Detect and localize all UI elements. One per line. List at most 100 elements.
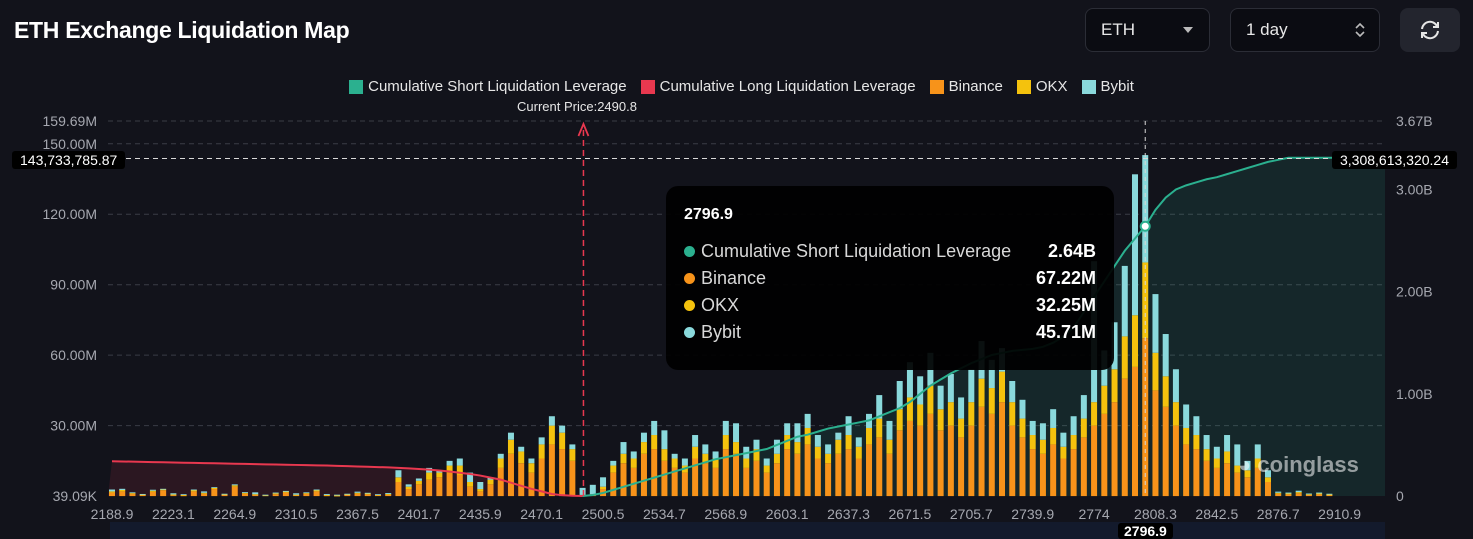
- binance-bar: [119, 491, 126, 497]
- binance-bar: [886, 453, 893, 497]
- okx-bar: [630, 458, 637, 468]
- bybit-bar: [1305, 493, 1312, 495]
- legend-label: Cumulative Short Liquidation Leverage: [368, 78, 627, 95]
- bybit-bar: [344, 493, 351, 495]
- binance-bar: [1152, 390, 1159, 497]
- binance-bar: [1080, 437, 1087, 497]
- okx-bar: [344, 494, 351, 496]
- page-title: ETH Exchange Liquidation Map: [14, 17, 350, 43]
- bybit-bar: [722, 420, 729, 436]
- x-tick-label: 2671.5: [889, 506, 932, 522]
- binance-bar: [528, 472, 535, 497]
- okx-bar: [385, 493, 392, 495]
- bybit-bar: [640, 432, 647, 443]
- binance-bar: [835, 453, 842, 497]
- y-left-tick-label: 159.69M: [43, 113, 97, 129]
- bybit-bar: [446, 460, 453, 466]
- okx-bar: [866, 427, 873, 445]
- okx-bar: [1326, 494, 1333, 496]
- bybit-bar: [313, 489, 320, 491]
- okx-bar: [1070, 435, 1077, 450]
- bybit-bar: [814, 435, 821, 447]
- arrow-up-icon: [577, 121, 590, 137]
- okx-bar: [753, 449, 760, 461]
- bybit-bar: [221, 493, 228, 495]
- binance-bar: [1070, 449, 1077, 497]
- legend-item[interactable]: OKX: [1016, 78, 1068, 95]
- okx-bar: [1244, 470, 1251, 478]
- bybit-bar: [1254, 444, 1261, 459]
- bybit-bar: [211, 487, 218, 488]
- x-tick-label: 2739.9: [1011, 506, 1054, 522]
- tooltip-row: Binance 67.22M: [684, 265, 1096, 292]
- okx-bar: [201, 492, 208, 494]
- bybit-bar: [1132, 174, 1138, 316]
- caret-down-icon: [1183, 27, 1193, 33]
- binance-bar: [313, 491, 320, 497]
- bybit-bar: [119, 488, 126, 490]
- bybit-bar: [1264, 470, 1271, 478]
- bybit-bar: [579, 487, 586, 495]
- y-left-tick-label: 120.00M: [43, 206, 97, 222]
- okx-bar: [947, 402, 954, 426]
- okx-bar: [958, 418, 965, 438]
- legend-item[interactable]: Cumulative Long Liquidation Leverage: [640, 78, 916, 95]
- binance-bar: [497, 467, 504, 497]
- legend-item[interactable]: Bybit: [1081, 78, 1134, 95]
- okx-bar: [149, 490, 156, 492]
- bybit-bar: [947, 373, 954, 403]
- legend-item[interactable]: Binance: [929, 78, 1003, 95]
- x-tick-label: 2637.3: [827, 506, 870, 522]
- legend-item[interactable]: Cumulative Short Liquidation Leverage: [349, 78, 627, 95]
- binance-bar: [395, 481, 402, 497]
- legend-label: Bybit: [1100, 78, 1134, 95]
- range-select[interactable]: 1 day: [1230, 8, 1380, 52]
- binance-bar: [681, 472, 688, 497]
- bybit-bar: [139, 493, 146, 495]
- legend-swatch: [349, 79, 364, 94]
- okx-bar: [569, 449, 576, 461]
- binance-bar: [610, 472, 617, 497]
- symbol-select[interactable]: ETH: [1085, 8, 1210, 52]
- y-right-tick-label: 3.67B: [1396, 113, 1433, 129]
- okx-bar: [886, 439, 893, 454]
- bybit-bar: [1224, 435, 1231, 452]
- x-tick-label: 2435.9: [459, 506, 502, 522]
- binance-bar: [569, 460, 576, 497]
- okx-bar: [518, 451, 525, 464]
- okx-bar: [313, 489, 320, 492]
- bybit-bar: [763, 458, 770, 466]
- okx-bar: [600, 486, 607, 490]
- bybit-bar: [773, 439, 780, 454]
- crosshair-x-value: 2796.9: [1118, 523, 1173, 539]
- binance-bar: [415, 484, 422, 497]
- bybit-bar: [855, 437, 862, 447]
- okx-bar: [1285, 493, 1292, 495]
- data-zoom-slider[interactable]: [110, 522, 1385, 539]
- okx-bar: [712, 458, 719, 468]
- okx-bar: [374, 494, 381, 496]
- binance-bar: [968, 425, 975, 497]
- bybit-bar: [600, 477, 607, 487]
- binance-bar: [364, 494, 371, 497]
- refresh-button[interactable]: [1400, 8, 1460, 52]
- okx-bar: [395, 477, 402, 482]
- tooltip-row: Cumulative Short Liquidation Leverage 2.6…: [684, 238, 1096, 265]
- binance-bar: [221, 494, 228, 497]
- bybit-bar: [968, 369, 975, 403]
- okx-bar: [1039, 439, 1046, 454]
- okx-bar: [1254, 458, 1261, 468]
- bybit-bar: [1162, 334, 1169, 377]
- binance-bar: [794, 453, 801, 497]
- bybit-bar: [518, 446, 525, 452]
- okx-bar: [1203, 449, 1210, 461]
- okx-bar: [743, 458, 750, 468]
- binance-bar: [753, 460, 760, 497]
- okx-bar: [1111, 369, 1118, 403]
- legend-label: Cumulative Long Liquidation Leverage: [659, 78, 916, 95]
- binance-bar: [1254, 467, 1261, 497]
- binance-bar: [866, 444, 873, 497]
- okx-bar: [487, 479, 494, 485]
- legend-swatch: [1016, 79, 1031, 94]
- bybit-bar: [559, 425, 566, 433]
